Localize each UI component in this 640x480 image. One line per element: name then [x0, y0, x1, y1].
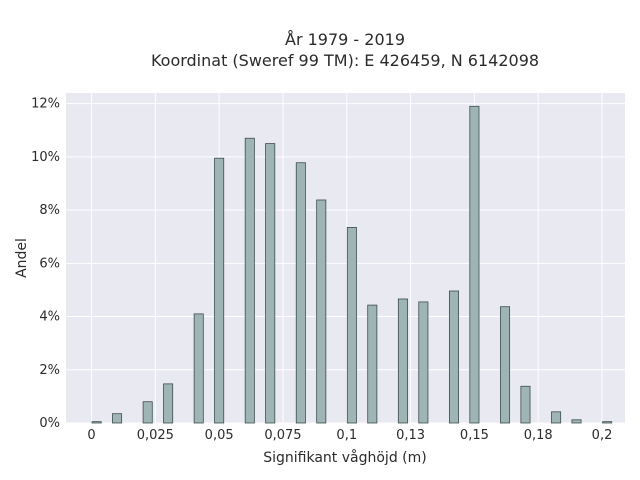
x-tick-label: 0,1 — [336, 428, 357, 443]
histogram-bar — [346, 226, 357, 424]
histogram-bar — [397, 298, 408, 424]
x-tick-label: 0,05 — [205, 428, 234, 443]
histogram-bar — [551, 411, 562, 424]
histogram-bar — [469, 105, 480, 424]
y-tick-label: 12% — [31, 97, 60, 112]
histogram-bar — [214, 157, 225, 424]
histogram-bar — [520, 385, 531, 424]
histogram-bar — [418, 301, 429, 424]
x-tick-label: 0,18 — [524, 428, 553, 443]
x-tick-label: 0 — [87, 428, 95, 443]
y-tick-label: 10% — [31, 150, 60, 165]
histogram-bar — [142, 401, 153, 424]
y-tick-label: 8% — [39, 203, 60, 218]
x-axis-label: Signifikant våghöjd (m) — [263, 449, 426, 466]
histogram-bar — [244, 137, 255, 424]
y-axis-label: Andel — [14, 238, 30, 278]
histogram-bar — [265, 143, 276, 424]
y-tick-labels: 0% 2% 4% 6% 8% 10% 12% — [31, 97, 60, 431]
histogram-bar — [91, 421, 102, 424]
grid-lines — [66, 93, 625, 424]
chart-title-line2: Koordinat (Sweref 99 TM): E 426459, N 61… — [151, 51, 539, 70]
bars — [91, 105, 613, 424]
x-tick-label: 0,075 — [264, 428, 301, 443]
x-tick-label: 0,13 — [396, 428, 425, 443]
histogram-bar — [602, 421, 613, 424]
x-tick-label: 0,2 — [592, 428, 613, 443]
plot-area — [66, 93, 625, 423]
y-tick-label: 2% — [39, 363, 60, 378]
histogram-bar — [448, 290, 459, 424]
histogram-bar — [571, 419, 582, 424]
x-tick-label: 0,025 — [137, 428, 174, 443]
histogram-bar — [500, 306, 511, 424]
histogram-bar — [316, 199, 327, 424]
x-tick-label: 0,15 — [460, 428, 489, 443]
histogram-bar — [112, 413, 123, 424]
histogram-bar — [295, 162, 306, 424]
histogram-bar — [193, 313, 204, 424]
y-tick-label: 0% — [39, 416, 60, 431]
histogram-bar — [367, 304, 378, 424]
histogram-bar — [163, 383, 174, 424]
y-tick-label: 4% — [39, 310, 60, 325]
y-tick-label: 6% — [39, 256, 60, 271]
x-tick-labels: 0 0,025 0,05 0,075 0,1 0,13 0,15 0,18 0,2 — [87, 428, 612, 443]
chart-title-line1: År 1979 - 2019 — [285, 30, 405, 49]
